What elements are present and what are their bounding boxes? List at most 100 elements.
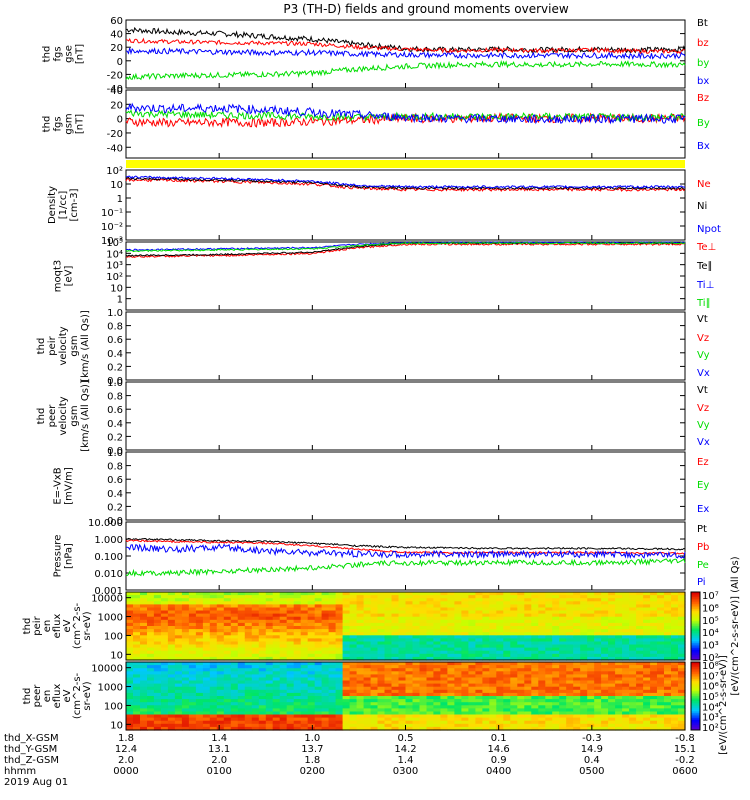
spectrogram-cell bbox=[307, 720, 316, 725]
spectrogram-cell bbox=[314, 619, 323, 624]
colorbar-cell bbox=[691, 637, 700, 641]
spectrogram-cell bbox=[391, 650, 400, 655]
spectrogram-cell bbox=[174, 650, 183, 655]
spectrogram-cell bbox=[545, 650, 553, 655]
spectrogram-cell bbox=[538, 699, 546, 703]
spectrogram-cell bbox=[664, 613, 672, 618]
spectrogram-cell bbox=[510, 626, 518, 630]
spectrogram-cell bbox=[167, 671, 176, 675]
spectrogram-cell bbox=[188, 720, 197, 725]
spectrogram-cell bbox=[153, 638, 162, 643]
spectrogram-cell bbox=[482, 595, 490, 599]
colorbar-cell bbox=[691, 670, 700, 673]
colorbar-tick-label: 10⁸ bbox=[702, 661, 719, 672]
spectrogram-cell bbox=[594, 622, 602, 627]
spectrogram-cell bbox=[314, 650, 323, 655]
spectrogram-cell bbox=[328, 629, 337, 633]
spectrogram-cell bbox=[657, 598, 665, 602]
spectrogram-cell bbox=[650, 622, 658, 627]
spectrogram-cell bbox=[503, 616, 511, 621]
spectrogram-cell bbox=[258, 689, 267, 694]
spectrogram-cell bbox=[405, 686, 414, 691]
spectrogram-cell bbox=[265, 629, 274, 633]
spectrogram-cell bbox=[447, 632, 455, 636]
spectrogram-cell bbox=[349, 720, 358, 725]
spectrogram-cell bbox=[643, 723, 651, 728]
spectrogram-cell bbox=[405, 613, 414, 618]
spectrogram-cell bbox=[510, 686, 518, 691]
spectrogram-cell bbox=[286, 689, 295, 694]
spectrogram-cell bbox=[580, 708, 588, 713]
spectrogram-cell bbox=[475, 683, 483, 688]
spectrogram-cell bbox=[622, 613, 630, 618]
spectrogram-cell bbox=[538, 702, 546, 706]
spectrogram-cell bbox=[587, 720, 595, 725]
spectrogram-cell bbox=[664, 641, 672, 646]
spectrogram-cell bbox=[440, 595, 448, 599]
spectrogram-cell bbox=[503, 702, 511, 706]
spectrogram-cell bbox=[335, 711, 344, 716]
spectrogram-cell bbox=[608, 720, 616, 725]
spectrogram-cell bbox=[265, 723, 274, 728]
spectrogram-cell bbox=[160, 705, 169, 709]
spectrogram-cell bbox=[552, 601, 560, 605]
spectrogram-cell bbox=[356, 699, 365, 703]
spectrogram-cell bbox=[398, 683, 407, 688]
spectrogram-cell bbox=[321, 686, 330, 691]
spectrogram-cell bbox=[678, 683, 686, 688]
spectrogram-cell bbox=[251, 638, 260, 643]
spectrogram-cell bbox=[321, 592, 330, 596]
spectrogram-cell bbox=[531, 604, 539, 609]
spectrogram-cell bbox=[202, 662, 211, 666]
spectrogram-cell bbox=[482, 656, 490, 661]
spectrogram-cell bbox=[126, 644, 134, 649]
spectrogram-cell bbox=[433, 592, 441, 596]
spectrogram-cell bbox=[349, 626, 358, 630]
spectrogram-cell bbox=[237, 714, 246, 719]
spectrogram-cell bbox=[594, 635, 602, 639]
colorbar-cell bbox=[691, 654, 700, 658]
spectrogram-cell bbox=[622, 629, 630, 633]
spectrogram-cell bbox=[678, 598, 686, 602]
spectrogram-cell bbox=[188, 668, 197, 672]
legend-Te⊥: Te⊥ bbox=[696, 242, 716, 253]
spectrogram-cell bbox=[489, 650, 497, 655]
series-By bbox=[125, 109, 686, 123]
spectrogram-cell bbox=[384, 601, 393, 605]
spectrogram-cell bbox=[664, 656, 672, 661]
spectrogram-cell bbox=[307, 626, 316, 630]
spectrogram-cell bbox=[594, 686, 602, 691]
spectrogram-cell bbox=[188, 638, 197, 643]
spectrogram-cell bbox=[412, 619, 421, 624]
spectrogram-cell bbox=[503, 665, 511, 669]
spectrogram-cell bbox=[244, 708, 253, 713]
spectrogram-cell bbox=[454, 662, 462, 666]
legend-bx: bx bbox=[697, 76, 709, 87]
spectrogram-cell bbox=[517, 656, 525, 661]
spectrogram-cell bbox=[447, 708, 455, 713]
spectrogram-cell bbox=[147, 711, 155, 716]
spectrogram-cell bbox=[216, 683, 225, 688]
spectrogram-cell bbox=[503, 638, 511, 643]
spectrogram-cell bbox=[147, 613, 155, 618]
spectrogram-cell bbox=[412, 604, 421, 609]
spectrogram-cell bbox=[209, 708, 218, 713]
spectrogram-cell bbox=[258, 674, 267, 679]
spectrogram-cell bbox=[524, 632, 532, 636]
spectrogram-cell bbox=[216, 610, 225, 615]
spectrogram-cell bbox=[545, 598, 553, 602]
spectrogram-cell bbox=[678, 705, 686, 709]
spectrogram-cell bbox=[356, 656, 365, 661]
spectrogram-cell bbox=[657, 699, 665, 703]
spectrogram-cell bbox=[531, 610, 539, 615]
spectrogram-cell bbox=[559, 613, 567, 618]
spectrogram-cell bbox=[223, 656, 232, 661]
spectrogram-cell bbox=[559, 714, 567, 719]
spectrogram-cell bbox=[188, 632, 197, 636]
spectrogram-cell bbox=[412, 598, 421, 602]
spectrogram-cell bbox=[517, 601, 525, 605]
spectrogram-cell bbox=[300, 680, 309, 685]
spectrogram-cell bbox=[552, 592, 560, 596]
colorbar-tick-label: 10⁵ bbox=[702, 616, 719, 627]
spectrogram-cell bbox=[587, 692, 595, 697]
